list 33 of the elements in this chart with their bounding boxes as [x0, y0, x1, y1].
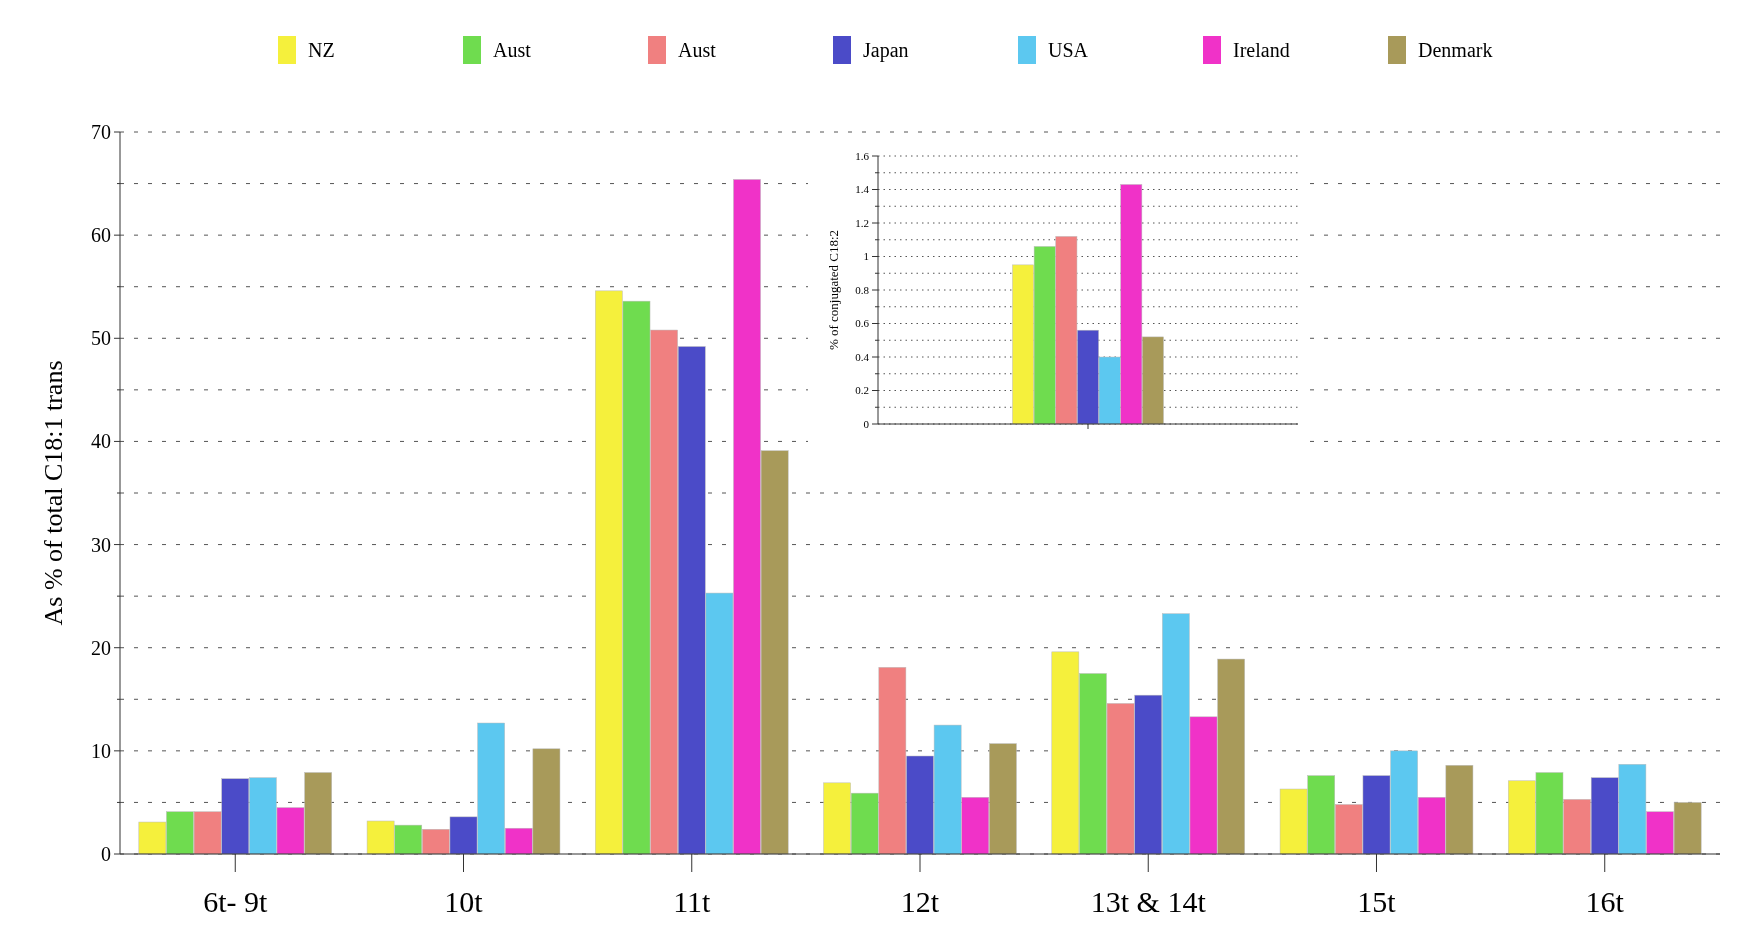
- y-tick-label: 70: [91, 121, 111, 143]
- y-tick-label: 30: [91, 533, 111, 556]
- legend-label: Aust: [678, 39, 717, 61]
- x-tick-label: 11t: [673, 885, 712, 918]
- y-tick-label: 20: [91, 636, 111, 659]
- legend-label: Japan: [863, 39, 909, 62]
- y-tick-label: 1.4: [855, 183, 870, 196]
- x-tick-label: 10t: [444, 885, 484, 918]
- y-tick-label: 0.8: [855, 283, 870, 296]
- y-tick-label: 0: [863, 417, 870, 430]
- y-tick-label: 0: [101, 843, 111, 865]
- y-tick-label: 0.6: [855, 317, 870, 330]
- y-axis-title: As % of total C18:1 trans: [39, 360, 68, 626]
- y-tick-label: 0.4: [855, 350, 870, 363]
- legend-label: USA: [1048, 39, 1089, 61]
- y-tick-label: 0.2: [855, 384, 869, 397]
- x-tick-label: 15t: [1357, 885, 1397, 918]
- legend-label: Aust: [493, 39, 532, 61]
- y-tick-label: 60: [91, 224, 111, 247]
- x-tick-label: 12t: [900, 885, 940, 918]
- legend-label: Denmark: [1418, 39, 1493, 61]
- y-tick-label: 1.6: [855, 149, 870, 162]
- legend-label: NZ: [308, 39, 335, 61]
- y-tick-label: 1.2: [855, 216, 869, 229]
- legend-label: Ireland: [1233, 39, 1290, 61]
- y-tick-label: 50: [91, 327, 111, 350]
- x-tick-label: 16t: [1585, 885, 1625, 918]
- y-tick-label: 1: [863, 250, 869, 263]
- x-tick-label: 13t & 14t: [1090, 885, 1207, 918]
- x-tick-label: 6t- 9t: [203, 885, 268, 918]
- y-tick-label: 10: [91, 739, 111, 762]
- y-tick-label: 40: [91, 430, 111, 453]
- y-axis-title: % of conjugated C18:2: [826, 229, 841, 351]
